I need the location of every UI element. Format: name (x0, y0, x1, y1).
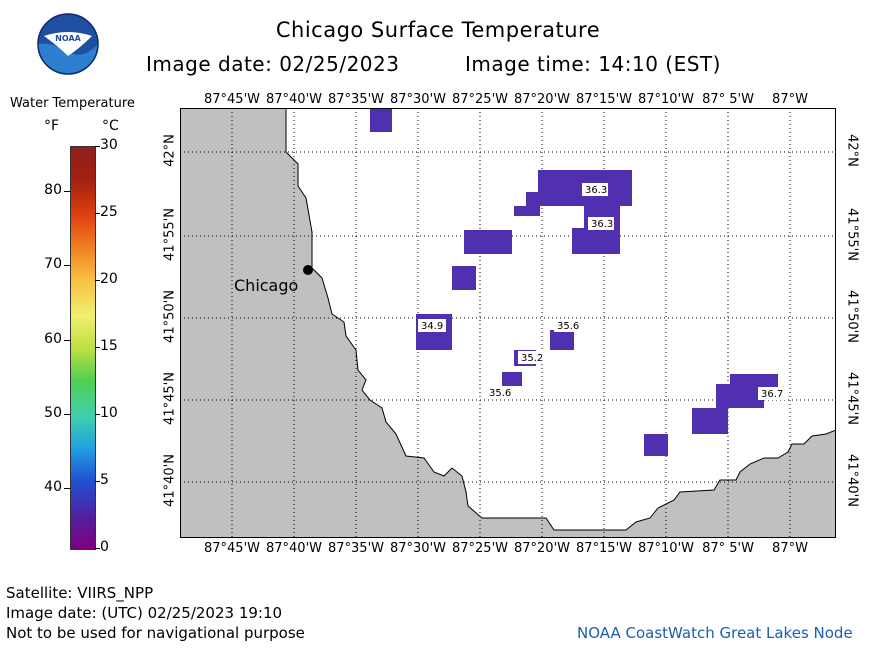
temp-label: 34.9 (421, 321, 443, 332)
right-latitude-label: 41°55'N (844, 208, 860, 261)
temp-pixel (692, 408, 728, 434)
image-time: Image time: 14:10 (EST) (465, 52, 721, 76)
temp-pixel (464, 230, 512, 254)
temp-label-bg (518, 351, 546, 364)
celsius-tick-label: 5 (100, 472, 109, 488)
temp-label: 36.3 (585, 185, 607, 196)
temp-label: 35.6 (557, 321, 579, 332)
utc-date: Image date: (UTC) 02/25/2023 19:10 (6, 604, 283, 622)
temp-label-bg (588, 217, 614, 230)
temp-pixel (716, 384, 764, 408)
land-area (180, 108, 836, 538)
right-latitude-label: 41°40'N (844, 454, 860, 507)
fahrenheit-tick-label: 80 (44, 181, 62, 198)
celsius-tick-mark (95, 414, 100, 415)
top-longitude-label: 87°15'W (575, 92, 632, 107)
legend-unit-f: °F (44, 118, 60, 134)
bottom-longitude-label: 87°10'W (637, 541, 694, 556)
temp-pixel (370, 108, 392, 132)
left-latitude-label: 41°40'N (162, 454, 178, 507)
map-frame (180, 108, 836, 538)
temp-pixel (502, 372, 522, 386)
celsius-tick-label: 30 (100, 137, 118, 153)
celsius-tick-label: 20 (100, 271, 118, 287)
disclaimer: Not to be used for navigational purpose (6, 624, 305, 642)
temp-label-bg (758, 387, 786, 400)
top-longitude-label: 87°10'W (637, 92, 694, 107)
fahrenheit-tick-label: 50 (44, 405, 62, 421)
top-longitude-label: 87°20'W (513, 92, 570, 107)
left-latitude-label: 41°45'N (162, 372, 178, 425)
temperature-labels: 36.3 36.3 34.9 35.6 35.2 35.6 36.7 (418, 183, 786, 400)
satellite-info: Satellite: VIIRS_NPP (6, 584, 154, 602)
celsius-tick-mark (95, 481, 100, 482)
celsius-tick-mark (95, 213, 100, 214)
temp-pixel (452, 266, 476, 290)
right-latitude-label: 41°50'N (844, 290, 860, 343)
left-latitude-label: 41°50'N (162, 290, 178, 343)
right-latitude-label: 41°45'N (844, 372, 860, 425)
fahrenheit-tick-mark (64, 414, 70, 415)
celsius-tick-mark (95, 280, 100, 281)
celsius-tick-label: 15 (100, 338, 118, 354)
bottom-longitude-label: 87°45'W (203, 541, 260, 556)
legend-unit-c: °C (102, 118, 119, 134)
temp-pixel (514, 206, 538, 216)
fahrenheit-tick-label: 70 (44, 256, 62, 273)
temp-pixel (644, 434, 668, 456)
top-longitude-label: 87°W (772, 92, 808, 107)
legend-title: Water Temperature (10, 96, 135, 111)
fahrenheit-tick-mark (64, 265, 70, 267)
bottom-longitude-label: 87°30'W (389, 541, 446, 556)
celsius-tick-label: 10 (100, 405, 118, 421)
celsius-tick-mark (95, 347, 100, 348)
bottom-longitude-label: 87°W (772, 541, 808, 556)
temp-pixel (572, 228, 620, 254)
top-longitude-label: 87°25'W (451, 92, 508, 107)
celsius-tick-mark (95, 146, 100, 147)
right-latitude-label: 42°N (844, 134, 860, 167)
temp-label-bg (554, 319, 582, 332)
temp-label-bg (486, 386, 514, 399)
left-latitude-label: 41°55'N (162, 208, 178, 261)
temp-label: 35.2 (521, 353, 543, 364)
fahrenheit-tick-mark (64, 488, 70, 490)
fahrenheit-tick-mark (64, 190, 70, 192)
logo-text: NOAA (55, 34, 81, 43)
bottom-longitude-label: 87°35'W (327, 541, 384, 556)
temp-label-bg (582, 183, 608, 196)
chicago-city-label: Chicago (234, 276, 298, 295)
color-scale-bar (70, 146, 96, 550)
top-longitude-label: 87°40'W (265, 92, 322, 107)
top-longitude-label: 87° 5'W (702, 92, 754, 107)
bottom-longitude-label: 87°40'W (265, 541, 322, 556)
map-panel: 36.3 36.3 34.9 35.6 35.2 35.6 36.7 Chica… (180, 108, 836, 538)
top-longitude-label: 87°30'W (389, 92, 446, 107)
fahrenheit-tick-label: 40 (44, 479, 62, 496)
bottom-longitude-label: 87° 5'W (702, 541, 754, 556)
temp-label: 35.6 (489, 388, 511, 399)
credit-link[interactable]: NOAA CoastWatch Great Lakes Node (577, 624, 853, 642)
fahrenheit-tick-label: 60 (44, 330, 62, 347)
temp-pixel (550, 330, 574, 350)
bottom-longitude-label: 87°15'W (575, 541, 632, 556)
bottom-longitude-label: 87°20'W (513, 541, 570, 556)
image-date: Image date: 02/25/2023 (146, 52, 400, 76)
temp-label: 36.3 (591, 219, 613, 230)
fahrenheit-tick-mark (64, 339, 70, 341)
top-longitude-label: 87°45'W (203, 92, 260, 107)
temp-label-bg (418, 319, 446, 332)
celsius-tick-mark (95, 548, 100, 549)
chicago-city-marker (303, 265, 313, 275)
noaa-logo-icon: NOAA (36, 12, 100, 76)
top-longitude-label: 87°35'W (327, 92, 384, 107)
bottom-longitude-label: 87°25'W (451, 541, 508, 556)
left-latitude-label: 42°N (162, 134, 178, 167)
temp-label: 36.7 (761, 389, 783, 400)
celsius-tick-label: 25 (100, 204, 118, 220)
celsius-tick-label: 0 (100, 539, 109, 555)
map-title: Chicago Surface Temperature (275, 18, 601, 42)
